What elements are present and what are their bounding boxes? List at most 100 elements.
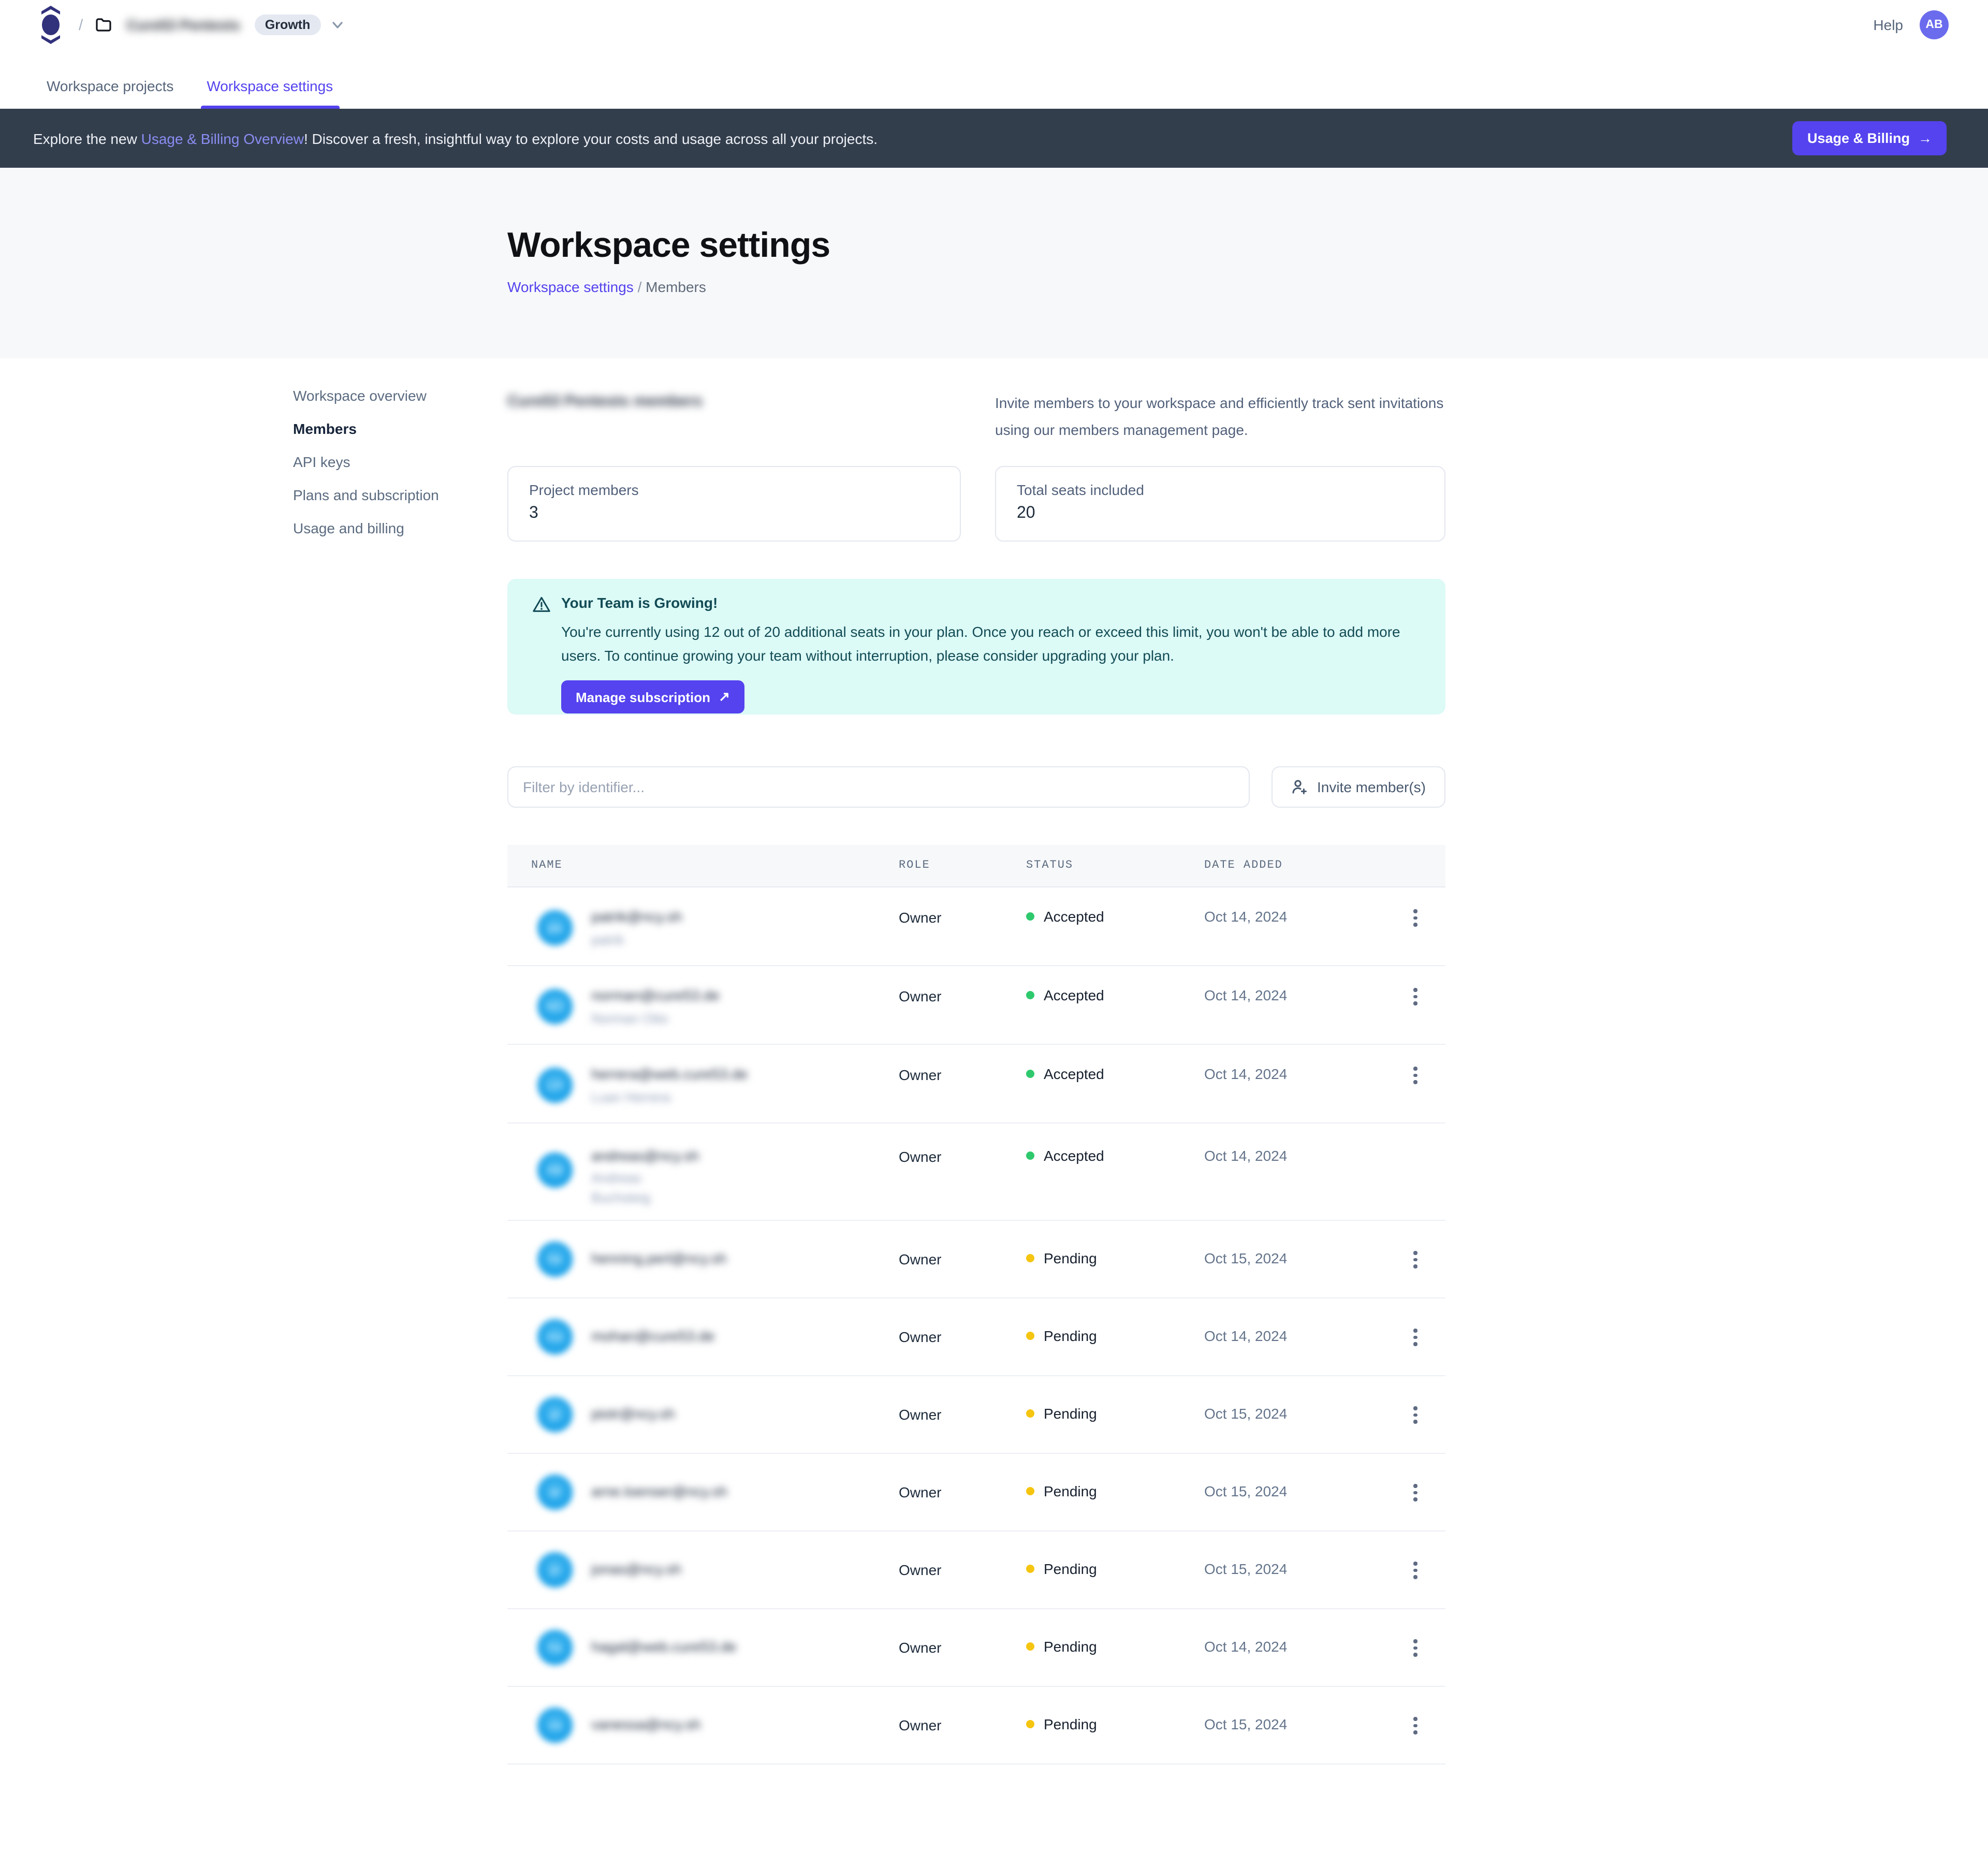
status-dot-icon xyxy=(1026,1642,1034,1651)
member-status: Pending xyxy=(1026,1376,1204,1453)
member-status: Pending xyxy=(1026,1299,1204,1375)
member-display-name: Luan Herrera xyxy=(591,1089,671,1105)
member-role: Owner xyxy=(899,1562,942,1578)
table-row: ar arne.loenser@ncy.sh Owner Pending Oct 15,… xyxy=(507,1454,1445,1532)
member-role: Owner xyxy=(899,1406,942,1423)
banner-text: Explore the new Usage & Billing Overview… xyxy=(33,130,878,147)
member-avatar: LH xyxy=(537,1068,573,1103)
row-menu-kebab-icon[interactable] xyxy=(1404,1639,1417,1659)
workspace-name[interactable]: Cure53 Pentests xyxy=(126,17,240,33)
table-row: AB andreas@ncy.sh Andreas Buchsteig Owner Ac… xyxy=(507,1124,1445,1221)
member-actions-cell xyxy=(1404,966,1445,1044)
member-date-added: Oct 14, 2024 xyxy=(1204,1147,1288,1164)
topbar-right: Help AB xyxy=(1873,10,1949,39)
row-menu-kebab-icon[interactable] xyxy=(1404,1067,1417,1087)
row-menu-kebab-icon[interactable] xyxy=(1404,909,1417,929)
breadcrumb: Workspace settings / Members xyxy=(507,279,1988,295)
row-menu-kebab-icon[interactable] xyxy=(1404,1406,1417,1426)
sidebar-item-api-keys[interactable]: API keys xyxy=(293,454,350,470)
status-dot-icon xyxy=(1026,1070,1034,1078)
member-date-added: Oct 14, 2024 xyxy=(1204,987,1288,1003)
status-dot-icon xyxy=(1026,1254,1034,1262)
tab-workspace-projects[interactable]: Workspace projects xyxy=(47,78,174,94)
member-display-name: Andreas Buchsteig xyxy=(591,1170,651,1205)
row-menu-kebab-icon[interactable] xyxy=(1404,1562,1417,1582)
member-name-cell: norman@cure53.de Norman Otto xyxy=(507,966,899,1044)
status-dot-icon xyxy=(1026,1151,1034,1160)
status-label: Pending xyxy=(1044,1483,1097,1499)
member-email[interactable]: norman@cure53.de xyxy=(591,987,720,1003)
member-role: Owner xyxy=(899,1717,942,1733)
breadcrumb-separator: / xyxy=(637,279,642,295)
project-members-card: Project members 3 xyxy=(507,466,961,542)
banner-text-before: Explore the new xyxy=(33,130,141,147)
breadcrumb-workspace-settings-link[interactable]: Workspace settings xyxy=(507,279,634,295)
member-status: Accepted xyxy=(1026,966,1204,1044)
app-logo-icon[interactable] xyxy=(39,4,62,46)
member-email[interactable]: hagal@web.cure53.de xyxy=(591,1638,737,1655)
status-dot-icon xyxy=(1026,1332,1034,1340)
row-menu-kebab-icon[interactable] xyxy=(1404,1251,1417,1271)
member-email[interactable]: arne.loenser@ncy.sh xyxy=(591,1483,727,1499)
tab-workspace-settings[interactable]: Workspace settings xyxy=(200,78,339,109)
status-label: Accepted xyxy=(1044,908,1104,925)
row-menu-kebab-icon[interactable] xyxy=(1404,988,1417,1008)
members-section-title: Cure53 Pentests members xyxy=(507,392,703,410)
member-email[interactable]: patrik@ncy.sh xyxy=(591,908,682,925)
plan-badge[interactable]: Growth xyxy=(254,14,321,35)
manage-subscription-button[interactable]: Manage subscription ↗ xyxy=(561,680,744,713)
member-name-cell: vanessa@ncy.sh xyxy=(507,1687,899,1763)
member-status: Accepted xyxy=(1026,887,1204,965)
row-menu-kebab-icon[interactable] xyxy=(1404,1329,1417,1349)
sidebar-item-members[interactable]: Members xyxy=(293,420,357,437)
member-role: Owner xyxy=(899,1329,942,1345)
member-email[interactable]: henning.perl@ncy.sh xyxy=(591,1250,727,1266)
sidebar-item-plans-and-subscription[interactable]: Plans and subscription xyxy=(293,487,439,503)
member-status: Pending xyxy=(1026,1609,1204,1686)
help-link[interactable]: Help xyxy=(1873,17,1903,33)
sidebar-item-usage-and-billing[interactable]: Usage and billing xyxy=(293,520,404,536)
member-email[interactable]: andreas@ncy.sh xyxy=(591,1147,699,1164)
invite-members-label: Invite member(s) xyxy=(1317,779,1426,795)
status-dot-icon xyxy=(1026,991,1034,999)
stats-cards: Project members 3 Total seats included 2… xyxy=(507,466,1445,542)
usage-billing-overview-link[interactable]: Usage & Billing Overview xyxy=(141,130,304,147)
folder-icon xyxy=(96,18,111,32)
status-label: Accepted xyxy=(1044,987,1104,1003)
table-row: NO norman@cure53.de Norman Otto Owner Accept… xyxy=(507,966,1445,1045)
member-email[interactable]: vanessa@ncy.sh xyxy=(591,1716,701,1732)
member-name-cell: jonas@ncy.sh xyxy=(507,1532,899,1608)
row-menu-kebab-icon[interactable] xyxy=(1404,1484,1417,1504)
usage-billing-button[interactable]: Usage & Billing → xyxy=(1792,121,1947,155)
stat-value: 20 xyxy=(1017,504,1035,522)
arrow-right-icon: → xyxy=(1918,130,1932,146)
member-email[interactable]: jonas@ncy.sh xyxy=(591,1561,682,1577)
status-label: Pending xyxy=(1044,1716,1097,1732)
member-actions-cell xyxy=(1404,887,1445,965)
filter-input[interactable] xyxy=(507,766,1250,808)
members-section-description: Invite members to your workspace and eff… xyxy=(995,395,1444,438)
member-email[interactable]: mohan@cure53.de xyxy=(591,1328,715,1344)
member-actions-cell xyxy=(1404,1376,1445,1453)
member-actions-cell xyxy=(1404,1687,1445,1763)
arrow-up-right-icon: ↗ xyxy=(719,689,730,704)
announcement-banner: Explore the new Usage & Billing Overview… xyxy=(0,109,1988,168)
member-actions-cell xyxy=(1404,1532,1445,1608)
sidebar-item-workspace-overview[interactable]: Workspace overview xyxy=(293,387,427,404)
member-email[interactable]: piotr@ncy.sh xyxy=(591,1405,675,1422)
chevron-down-icon[interactable] xyxy=(331,19,343,31)
stat-value: 3 xyxy=(529,504,538,522)
table-header: NAME ROLE STATUS DATE ADDED xyxy=(507,845,1445,887)
status-label: Accepted xyxy=(1044,1066,1104,1082)
user-avatar[interactable]: AB xyxy=(1920,10,1949,39)
row-menu-kebab-icon[interactable] xyxy=(1404,1717,1417,1737)
member-status: Pending xyxy=(1026,1454,1204,1530)
status-dot-icon xyxy=(1026,912,1034,921)
usage-billing-button-label: Usage & Billing xyxy=(1807,130,1910,146)
invite-members-button[interactable]: Invite member(s) xyxy=(1271,766,1445,808)
member-avatar: ha xyxy=(537,1630,573,1665)
member-role: Owner xyxy=(899,1067,942,1083)
member-role: Owner xyxy=(899,1148,942,1165)
member-name-cell: patrik@ncy.sh patrik xyxy=(507,887,899,965)
member-email[interactable]: herrera@web.cure53.de xyxy=(591,1066,748,1082)
